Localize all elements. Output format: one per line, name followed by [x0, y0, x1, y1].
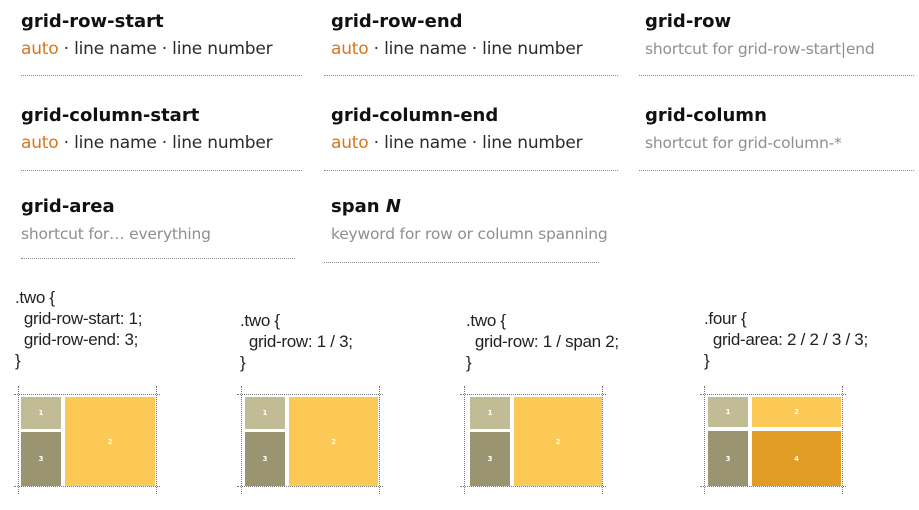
prop-values: auto · line name · line number	[21, 132, 273, 154]
grid-demo-1: 1 2 3	[14, 386, 160, 494]
grid-demo-4: 1 2 3 4	[700, 386, 846, 494]
cell-1: 1	[245, 397, 285, 429]
prop-desc: shortcut for grid-row-start|end	[645, 40, 875, 58]
prop-name: grid-area	[21, 196, 115, 217]
cell-2: 2	[289, 397, 378, 486]
cell-3: 3	[21, 432, 61, 486]
prop-grid-row-start: grid-row-start auto · line name · line n…	[21, 11, 273, 60]
prop-desc: keyword for row or column spanning	[331, 225, 608, 243]
prop-grid-row: grid-row shortcut for grid-row-start|end	[645, 11, 875, 60]
divider	[324, 262, 599, 263]
auto-keyword: auto	[21, 39, 59, 59]
auto-keyword: auto	[21, 133, 59, 153]
code-example-1: .two { grid-row-start: 1; grid-row-end: …	[15, 288, 143, 370]
prop-name: grid-column-start	[21, 105, 200, 126]
prop-grid-row-end: grid-row-end auto · line name · line num…	[331, 11, 583, 60]
prop-desc: shortcut for grid-column-*	[645, 134, 842, 152]
prop-grid-column-end: grid-column-end auto · line name · line …	[331, 105, 583, 154]
prop-values: auto · line name · line number	[21, 38, 273, 60]
prop-values: auto · line name · line number	[331, 38, 583, 60]
code-example-3: .two { grid-row: 1 / span 2; }	[466, 311, 619, 372]
cell-3: 3	[708, 431, 748, 486]
cell-2: 2	[514, 397, 602, 486]
prop-grid-column-start: grid-column-start auto · line name · lin…	[21, 105, 273, 154]
prop-span-n: span N keyword for row or column spannin…	[331, 196, 608, 245]
divider	[639, 75, 914, 76]
cell-1: 1	[470, 397, 510, 429]
grid-demo-3: 1 2 3	[460, 386, 606, 494]
cell-3: 3	[245, 432, 285, 486]
code-example-4: .four { grid-area: 2 / 2 / 3 / 3; }	[704, 309, 868, 370]
prop-name: span N	[331, 196, 608, 218]
values-rest: · line name · line number	[368, 39, 583, 59]
values-rest: · line name · line number	[58, 133, 273, 153]
span-n: N	[385, 196, 401, 217]
cell-1: 1	[21, 397, 61, 429]
code-example-2: .two { grid-row: 1 / 3; }	[240, 311, 353, 372]
prop-values: auto · line name · line number	[331, 132, 583, 154]
divider	[21, 75, 302, 76]
prop-grid-area: grid-area shortcut for… everything	[21, 196, 211, 245]
prop-name: grid-row	[645, 11, 732, 32]
cell-1: 1	[708, 397, 748, 427]
cell-4: 4	[752, 431, 841, 486]
span-keyword: span	[331, 196, 386, 217]
grid-demo-2: 1 2 3	[237, 386, 383, 494]
divider	[21, 170, 302, 171]
values-rest: · line name · line number	[58, 39, 273, 59]
auto-keyword: auto	[331, 39, 369, 59]
divider	[21, 258, 295, 259]
cell-3: 3	[470, 432, 510, 486]
prop-name: grid-row-start	[21, 11, 164, 32]
auto-keyword: auto	[331, 133, 369, 153]
divider	[324, 170, 618, 171]
cell-2: 2	[752, 397, 841, 427]
prop-name: grid-row-end	[331, 11, 463, 32]
prop-name: grid-column-end	[331, 105, 499, 126]
prop-desc: shortcut for… everything	[21, 225, 211, 243]
divider	[639, 170, 914, 171]
values-rest: · line name · line number	[368, 133, 583, 153]
divider	[324, 75, 618, 76]
cell-2: 2	[65, 397, 155, 486]
prop-grid-column: grid-column shortcut for grid-column-*	[645, 105, 842, 154]
prop-name: grid-column	[645, 105, 767, 126]
